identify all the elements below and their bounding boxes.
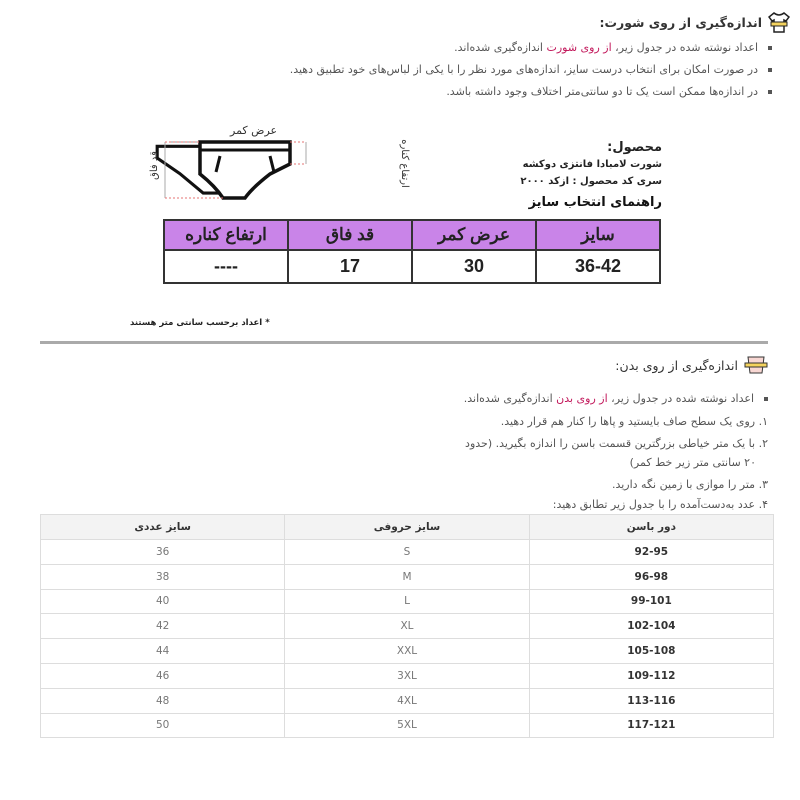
table-row: 113-116 4XL 48 (39, 687, 775, 714)
table-row: 96-98 M 38 (39, 563, 775, 590)
shorts-bullet-1: اعداد نوشته شده در جدول زیر، از روی شورت… (454, 41, 772, 54)
product-name: شورت لامبادا فانتزی دوکشه (522, 159, 662, 170)
shorts-bullet-3: در اندازه‌ها ممکن است یک تا دو سانتی‌متر… (446, 85, 772, 98)
size-guide-title: راهنمای انتخاب سایز (528, 195, 662, 210)
header-size: سایز (535, 219, 661, 251)
numeric-size-cell: 46 (39, 662, 286, 689)
hip-cell: 102-104 (528, 613, 775, 640)
crotch-length-label: قد فاق (148, 151, 160, 180)
hip-cell: 113-116 (528, 687, 775, 714)
section-divider (40, 341, 768, 344)
hip-cell: 109-112 (528, 662, 775, 689)
body-heading-text: اندازه‌گیری از روی بدن: (615, 357, 738, 373)
numeric-size-cell: 40 (39, 588, 286, 615)
product-code: سری کد محصول : ازکد ۲۰۰۰ (520, 176, 662, 187)
hip-cell: 92-95 (528, 539, 775, 565)
hip-cell: 105-108 (528, 638, 775, 664)
step-1: ۱. روی یک سطح صاف بایستید و پاها را کنار… (500, 415, 768, 428)
footnote: * اعداد برحسب سانتی متر هستند (130, 318, 270, 328)
table-row: 117-121 5XL 50 (39, 712, 775, 739)
cell-side: ---- (163, 249, 289, 284)
header-side: ارتفاع کناره (163, 219, 289, 251)
letter-size-cell: 4XL (284, 687, 530, 714)
hip-cell: 117-121 (528, 712, 775, 739)
numeric-size-cell: 38 (39, 563, 286, 590)
table-row: 105-108 XXL 44 (39, 638, 775, 664)
side-height-label: ارتفاع کناره (398, 139, 410, 188)
step-2: ۲. با یک متر خیاطی بزرگترین قسمت باسن را… (465, 437, 768, 450)
letter-size-cell: S (284, 539, 530, 565)
header-waist: عرض کمر (411, 219, 537, 251)
briefs-icon (164, 140, 307, 200)
hip-cell: 96-98 (528, 563, 775, 590)
letter-size-cell: L (284, 588, 530, 615)
letter-size-cell: XXL (284, 638, 530, 664)
letter-size-cell: 3XL (284, 662, 530, 689)
shorts-section-heading: اندازه‌گیری از روی شورت: (599, 10, 790, 34)
table-row: 102-104 XL 42 (39, 613, 775, 640)
step-3: ۳. متر را موازی با زمین نگه دارید. (611, 478, 768, 491)
table-row: 109-112 3XL 46 (39, 662, 775, 689)
header-numeric-size: سایز عددی (39, 514, 286, 540)
numeric-size-cell: 44 (39, 638, 286, 664)
shorts-bullet-2: در صورت امکان برای انتخاب درست سایز، اند… (290, 63, 772, 76)
numeric-size-cell: 36 (39, 539, 286, 565)
body-measure-icon (744, 356, 768, 374)
header-letter-size: سایز حروفی (284, 514, 530, 540)
table-row: 92-95 S 36 (39, 539, 775, 565)
header-crotch: قد فاق (287, 219, 413, 251)
cell-size: 36-42 (535, 249, 661, 284)
letter-size-cell: 5XL (284, 712, 530, 739)
tshirt-measure-icon (768, 12, 790, 33)
body-size-table: دور باسن سایز حروفی سایز عددی 92-95 S 36 96… (39, 514, 775, 739)
body-bullet: اعداد نوشته شده در جدول زیر، از روی بدن … (464, 392, 768, 405)
cell-waist: 30 (411, 249, 537, 284)
step-4: ۴. عدد به‌دست‌آمده را با جدول زیر تطابق … (552, 498, 768, 511)
header-hip: دور باسن (528, 514, 775, 540)
table-row: 99-101 L 40 (39, 588, 775, 615)
cell-crotch: 17 (287, 249, 413, 284)
letter-size-cell: XL (284, 613, 530, 640)
shorts-heading-text: اندازه‌گیری از روی شورت: (599, 14, 762, 30)
waist-width-label: عرض کمر (230, 124, 278, 137)
product-label: محصول: (607, 140, 662, 155)
numeric-size-cell: 50 (39, 712, 286, 739)
product-size-table: سایز عرض کمر قد فاق ارتفاع کناره 36-42 3… (163, 219, 661, 284)
body-section-heading: اندازه‌گیری از روی بدن: (615, 355, 768, 375)
step-2-cont: ۲۰ سانتی متر زیر خط کمر) (629, 456, 756, 469)
numeric-size-cell: 48 (39, 687, 286, 714)
letter-size-cell: M (284, 563, 530, 590)
numeric-size-cell: 42 (39, 613, 286, 640)
hip-cell: 99-101 (528, 588, 775, 615)
